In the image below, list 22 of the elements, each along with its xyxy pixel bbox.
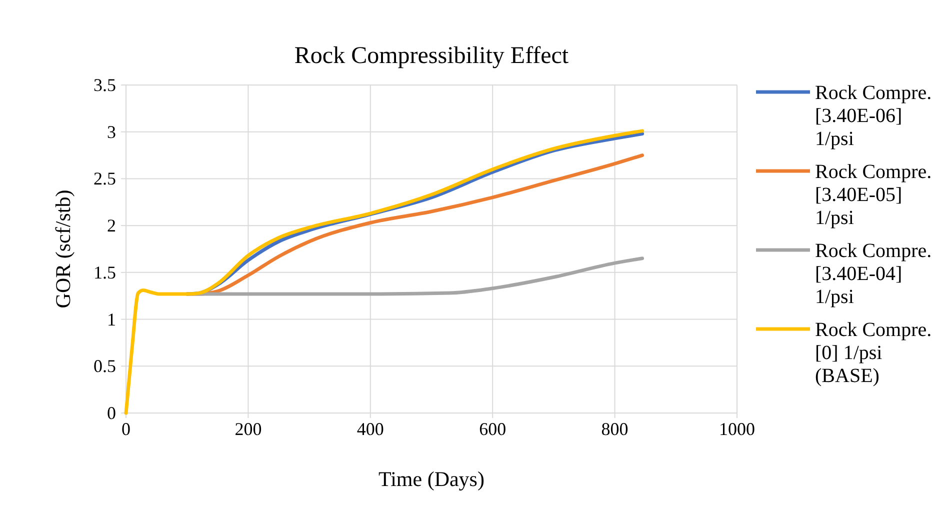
legend-label: Rock Compre. [0] 1/psi (BASE)	[815, 319, 932, 387]
legend-label: Rock Compre. [3.40E-05] 1/psi	[815, 161, 932, 229]
legend-label: Rock Compre. [3.40E-04] 1/psi	[815, 240, 932, 308]
y-tick-label: 1.5	[94, 262, 116, 282]
x-tick-label: 0	[122, 419, 130, 439]
y-axis-title: GOR (scf/stb)	[51, 190, 75, 308]
y-tick-label: 2.5	[94, 168, 116, 189]
y-tick-label: 2	[107, 216, 116, 236]
x-tick-label: 1000	[719, 419, 755, 439]
legend-label: Rock Compre. [3.40E-06] 1/psi	[815, 82, 932, 150]
line-series	[124, 129, 644, 415]
x-tick-label: 400	[356, 419, 384, 439]
x-axis-title: Time (Days)	[378, 467, 484, 491]
y-tick-label: 3	[107, 122, 116, 142]
y-tick-label: 3.5	[94, 75, 116, 95]
x-tick-label: 600	[479, 419, 506, 439]
chart-title: Rock Compressibility Effect	[294, 43, 569, 69]
x-tick-label: 200	[234, 419, 262, 439]
x-tick-label: 800	[601, 419, 628, 439]
y-tick-label: 0	[107, 403, 116, 423]
y-tick-label: 0.5	[94, 356, 116, 376]
y-tick-label: 1	[107, 309, 116, 330]
